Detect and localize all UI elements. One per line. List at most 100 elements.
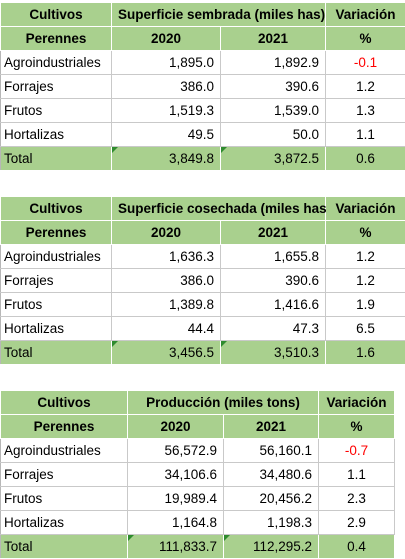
cell-marker-icon [128, 535, 134, 541]
value-2020: 386.0 [112, 269, 221, 293]
header-year-2020: 2020 [128, 415, 224, 439]
header-variacion: Variación [326, 197, 405, 221]
variation: 1.1 [326, 123, 405, 147]
table-superficie-sembrada: Cultivos Superficie sembrada (miles has)… [0, 2, 405, 171]
total-variation: 0.4 [319, 535, 395, 559]
row-label: Agroindustriales [1, 51, 112, 75]
variation: -0.7 [319, 439, 395, 463]
row-label: Frutos [1, 99, 112, 123]
value-2021: 390.6 [221, 75, 326, 99]
value-2021: 1,198.3 [224, 511, 319, 535]
total-2021-value: 3,510.3 [274, 345, 319, 360]
value-2020: 1,519.3 [112, 99, 221, 123]
row-label: Hortalizas [1, 123, 112, 147]
table-row: Forrajes 34,106.6 34,480.6 1.1 [1, 463, 395, 487]
value-2020: 1,636.3 [112, 245, 221, 269]
total-2021-value: 3,872.5 [274, 151, 319, 166]
value-2020: 19,989.4 [128, 487, 224, 511]
total-2020: 3,456.5 [112, 341, 221, 365]
table-row: Agroindustriales 56,572.9 56,160.1 -0.7 [1, 439, 395, 463]
header-percent: % [319, 415, 395, 439]
header-percent: % [326, 221, 405, 245]
row-label: Agroindustriales [1, 245, 112, 269]
total-2020-value: 3,456.5 [169, 345, 214, 360]
table-produccion: Cultivos Producción (miles tons) Variaci… [0, 390, 395, 559]
table-row: Forrajes 386.0 390.6 1.2 [1, 75, 405, 99]
value-2020: 386.0 [112, 75, 221, 99]
row-label: Forrajes [1, 269, 112, 293]
variation: 2.3 [319, 487, 395, 511]
header-cultivos: Cultivos [1, 391, 128, 415]
table-superficie-cosechada: Cultivos Superficie cosechada (miles has… [0, 196, 405, 365]
cell-marker-icon [112, 341, 118, 347]
variation: 1.3 [326, 99, 405, 123]
variation: 6.5 [326, 317, 405, 341]
row-label: Frutos [1, 487, 128, 511]
header-year-2020: 2020 [112, 27, 221, 51]
table-row: Hortalizas 44.4 47.3 6.5 [1, 317, 405, 341]
value-2021: 1,892.9 [221, 51, 326, 75]
total-2020: 3,849.8 [112, 147, 221, 171]
value-2020: 1,164.8 [128, 511, 224, 535]
header-year-2020: 2020 [112, 221, 221, 245]
total-2021-value: 112,295.2 [253, 539, 312, 554]
cell-marker-icon [224, 535, 230, 541]
table-row: Hortalizas 1,164.8 1,198.3 2.9 [1, 511, 395, 535]
header-cultivos: Cultivos [1, 3, 112, 27]
header-group: Producción (miles tons) [128, 391, 319, 415]
total-2021: 112,295.2 [224, 535, 319, 559]
value-2021: 20,456.2 [224, 487, 319, 511]
header-row-2: Perennes 2020 2021 % [1, 221, 405, 245]
variation: 1.2 [326, 245, 405, 269]
total-label: Total [1, 147, 112, 171]
header-cultivos: Cultivos [1, 197, 112, 221]
value-2021: 56,160.1 [224, 439, 319, 463]
header-row-1: Cultivos Superficie sembrada (miles has)… [1, 3, 405, 27]
header-perennes: Perennes [1, 221, 112, 245]
value-2021: 1,539.0 [221, 99, 326, 123]
header-year-2021: 2021 [221, 221, 326, 245]
header-percent: % [326, 27, 405, 51]
value-2021: 34,480.6 [224, 463, 319, 487]
header-row-2: Perennes 2020 2021 % [1, 27, 405, 51]
total-2020: 111,833.7 [128, 535, 224, 559]
value-2020: 1,389.8 [112, 293, 221, 317]
value-2020: 56,572.9 [128, 439, 224, 463]
value-2021: 50.0 [221, 123, 326, 147]
table-row: Agroindustriales 1,895.0 1,892.9 -0.1 [1, 51, 405, 75]
total-variation: 0.6 [326, 147, 405, 171]
cell-marker-icon [221, 147, 227, 153]
row-label: Hortalizas [1, 511, 128, 535]
total-row: Total 3,456.5 3,510.3 1.6 [1, 341, 405, 365]
variation: 1.1 [319, 463, 395, 487]
value-2021: 1,655.8 [221, 245, 326, 269]
total-variation: 1.6 [326, 341, 405, 365]
variation: -0.1 [326, 51, 405, 75]
table-row: Frutos 1,389.8 1,416.6 1.9 [1, 293, 405, 317]
row-label: Frutos [1, 293, 112, 317]
value-2020: 34,106.6 [128, 463, 224, 487]
total-label: Total [1, 535, 128, 559]
value-2021: 1,416.6 [221, 293, 326, 317]
header-year-2021: 2021 [224, 415, 319, 439]
header-row-2: Perennes 2020 2021 % [1, 415, 395, 439]
total-2021: 3,872.5 [221, 147, 326, 171]
cell-marker-icon [112, 147, 118, 153]
total-row: Total 3,849.8 3,872.5 0.6 [1, 147, 405, 171]
variation: 2.9 [319, 511, 395, 535]
value-2020: 49.5 [112, 123, 221, 147]
header-group: Superficie cosechada (miles has) [112, 197, 326, 221]
header-year-2021: 2021 [221, 27, 326, 51]
value-2020: 1,895.0 [112, 51, 221, 75]
row-label: Hortalizas [1, 317, 112, 341]
total-2021: 3,510.3 [221, 341, 326, 365]
row-label: Forrajes [1, 463, 128, 487]
header-perennes: Perennes [1, 415, 128, 439]
header-variacion: Variación [319, 391, 395, 415]
header-group: Superficie sembrada (miles has) [112, 3, 326, 27]
value-2021: 47.3 [221, 317, 326, 341]
table-row: Frutos 1,519.3 1,539.0 1.3 [1, 99, 405, 123]
cell-marker-icon [221, 341, 227, 347]
total-label: Total [1, 341, 112, 365]
variation: 1.9 [326, 293, 405, 317]
